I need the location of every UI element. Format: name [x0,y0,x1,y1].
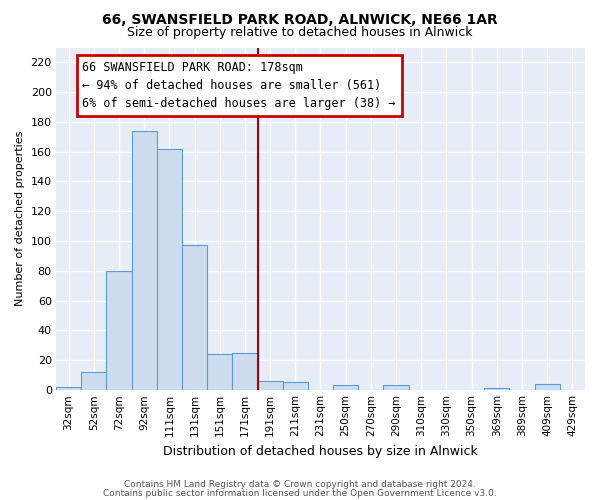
Text: Contains public sector information licensed under the Open Government Licence v3: Contains public sector information licen… [103,488,497,498]
Y-axis label: Number of detached properties: Number of detached properties [15,131,25,306]
Bar [283,382,308,390]
Bar [535,384,560,390]
Text: 66, SWANSFIELD PARK ROAD, ALNWICK, NE66 1AR: 66, SWANSFIELD PARK ROAD, ALNWICK, NE66 … [102,12,498,26]
Bar [484,388,509,390]
Bar [81,372,106,390]
X-axis label: Distribution of detached houses by size in Alnwick: Distribution of detached houses by size … [163,444,478,458]
Bar [182,246,207,390]
Bar [232,352,257,390]
Text: Size of property relative to detached houses in Alnwick: Size of property relative to detached ho… [127,26,473,39]
Bar [106,271,131,390]
Bar [257,381,283,390]
Bar [383,386,409,390]
Bar [131,131,157,390]
Text: Contains HM Land Registry data © Crown copyright and database right 2024.: Contains HM Land Registry data © Crown c… [124,480,476,489]
Bar [207,354,232,390]
Bar [333,386,358,390]
Bar [56,387,81,390]
Text: 66 SWANSFIELD PARK ROAD: 178sqm
← 94% of detached houses are smaller (561)
6% of: 66 SWANSFIELD PARK ROAD: 178sqm ← 94% of… [82,61,396,110]
Bar [157,148,182,390]
